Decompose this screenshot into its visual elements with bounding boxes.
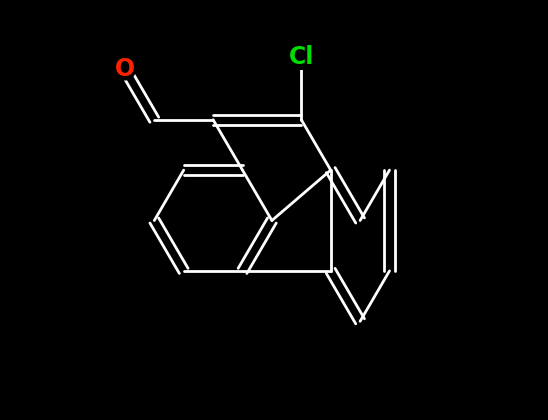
Text: Cl: Cl bbox=[289, 45, 314, 69]
Text: O: O bbox=[115, 57, 135, 81]
Circle shape bbox=[289, 44, 314, 69]
Circle shape bbox=[115, 59, 135, 80]
